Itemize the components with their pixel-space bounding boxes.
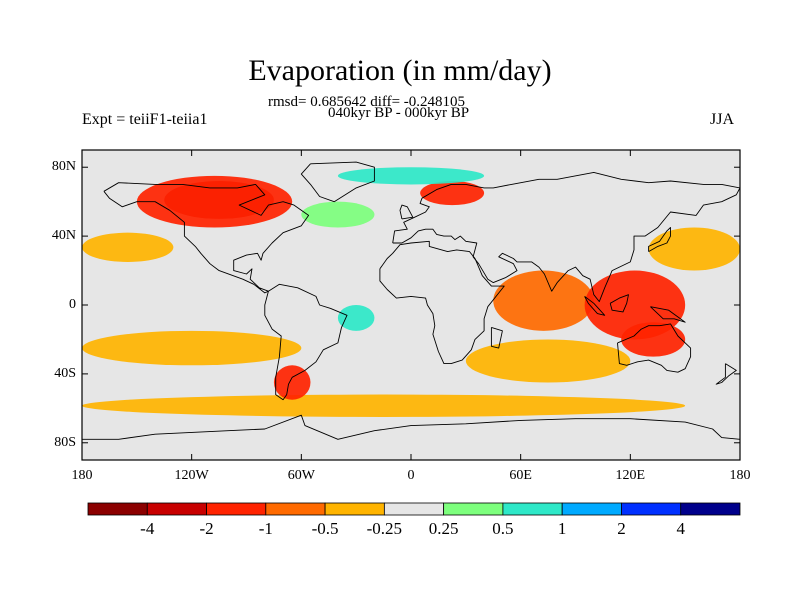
colorbar-label: -0.5 bbox=[311, 519, 339, 538]
coastline-new-zealand bbox=[715, 363, 737, 385]
anomaly-arctic-increase bbox=[337, 167, 485, 185]
y-tick-label: 80N bbox=[51, 159, 76, 175]
anomaly-tropical-pacific-decrease bbox=[82, 279, 247, 323]
coastline-eurasia bbox=[392, 171, 740, 303]
season-label: JJA bbox=[710, 111, 735, 128]
anomaly-patagonia-decrease bbox=[273, 365, 311, 400]
coastline-south-america bbox=[264, 283, 348, 401]
anomaly-north-pacific-decrease bbox=[648, 227, 740, 271]
colorbar-swatch bbox=[206, 502, 267, 516]
anomaly-scandinavia-decrease bbox=[420, 181, 485, 206]
anomaly-south-atlantic-increase bbox=[337, 305, 375, 331]
colorbar-label: -4 bbox=[140, 519, 155, 538]
anomaly-north-pacific-west-decrease bbox=[82, 232, 174, 262]
x-tick-label: 60E bbox=[509, 468, 532, 483]
colorbar-swatch bbox=[621, 502, 682, 516]
x-tick-label: 120W bbox=[174, 468, 209, 483]
x-tick-label: 180 bbox=[71, 468, 93, 483]
colorbar-label: 2 bbox=[617, 519, 626, 538]
colorbar-label: -1 bbox=[258, 519, 273, 538]
coastline-antarctica bbox=[82, 414, 740, 440]
coastline-greenland bbox=[300, 161, 375, 203]
colorbar-label: -0.25 bbox=[366, 519, 403, 538]
anomaly-north-america-decrease bbox=[136, 175, 293, 228]
experiment-label: Expt = teiiF1-teiia1 bbox=[82, 111, 208, 128]
anomaly-arabian-sea-decrease bbox=[493, 270, 594, 331]
colorbar-swatch bbox=[87, 502, 148, 516]
colorbar-label: 0.25 bbox=[428, 519, 459, 538]
coastline-japan bbox=[648, 227, 671, 252]
colorbar-swatch bbox=[324, 502, 385, 516]
x-tick-label: 60W bbox=[287, 468, 315, 483]
y-tick-label: 40S bbox=[54, 365, 76, 381]
y-tick-label: 0 bbox=[69, 297, 76, 312]
colorbar-swatch bbox=[443, 502, 504, 516]
anomaly-north-atlantic-increase bbox=[301, 201, 375, 228]
colorbar-label: 1 bbox=[557, 519, 567, 538]
coastline-new-guinea bbox=[650, 306, 686, 323]
colorbar-label: 4 bbox=[676, 519, 685, 538]
coastline-uk bbox=[399, 204, 414, 220]
colorbar-swatch bbox=[561, 502, 622, 516]
y-tick-label: 80S bbox=[54, 434, 76, 450]
x-tick-label: 120E bbox=[615, 468, 646, 483]
anomaly-indian-ocean-south-decrease bbox=[465, 339, 631, 383]
colorbar-swatch bbox=[383, 502, 445, 516]
colorbar-label: 0.5 bbox=[492, 519, 514, 538]
colorbar-swatch bbox=[502, 502, 563, 516]
anomaly-australia-decrease bbox=[621, 322, 686, 357]
anomaly-southern-ocean-decrease bbox=[82, 394, 686, 417]
x-tick-label: 180 bbox=[729, 468, 751, 483]
colorbar-swatch bbox=[146, 502, 207, 516]
coastline-africa bbox=[379, 240, 505, 365]
colorbar-swatch bbox=[680, 502, 741, 516]
coastline-borneo bbox=[609, 294, 629, 313]
colorbar-label: -2 bbox=[199, 519, 214, 538]
plot-title: Evaporation (in mm/day) bbox=[248, 54, 552, 87]
y-tick-label: 40N bbox=[51, 228, 76, 244]
coastline-madagascar bbox=[490, 326, 503, 349]
anomaly-maritime-continent-decrease bbox=[584, 270, 686, 340]
anomaly-south-pacific-decrease bbox=[82, 330, 302, 366]
colorbar-swatch bbox=[265, 502, 326, 516]
coastline-australia bbox=[617, 323, 692, 373]
stats-line: rmsd= 0.685642 diff= -0.248105 bbox=[268, 94, 466, 110]
coastline-sumatra bbox=[584, 296, 606, 316]
x-tick-label: 0 bbox=[407, 468, 415, 483]
coastline-north-america bbox=[103, 182, 310, 294]
period-line: 040kyr BP - 000kyr BP bbox=[328, 105, 470, 121]
